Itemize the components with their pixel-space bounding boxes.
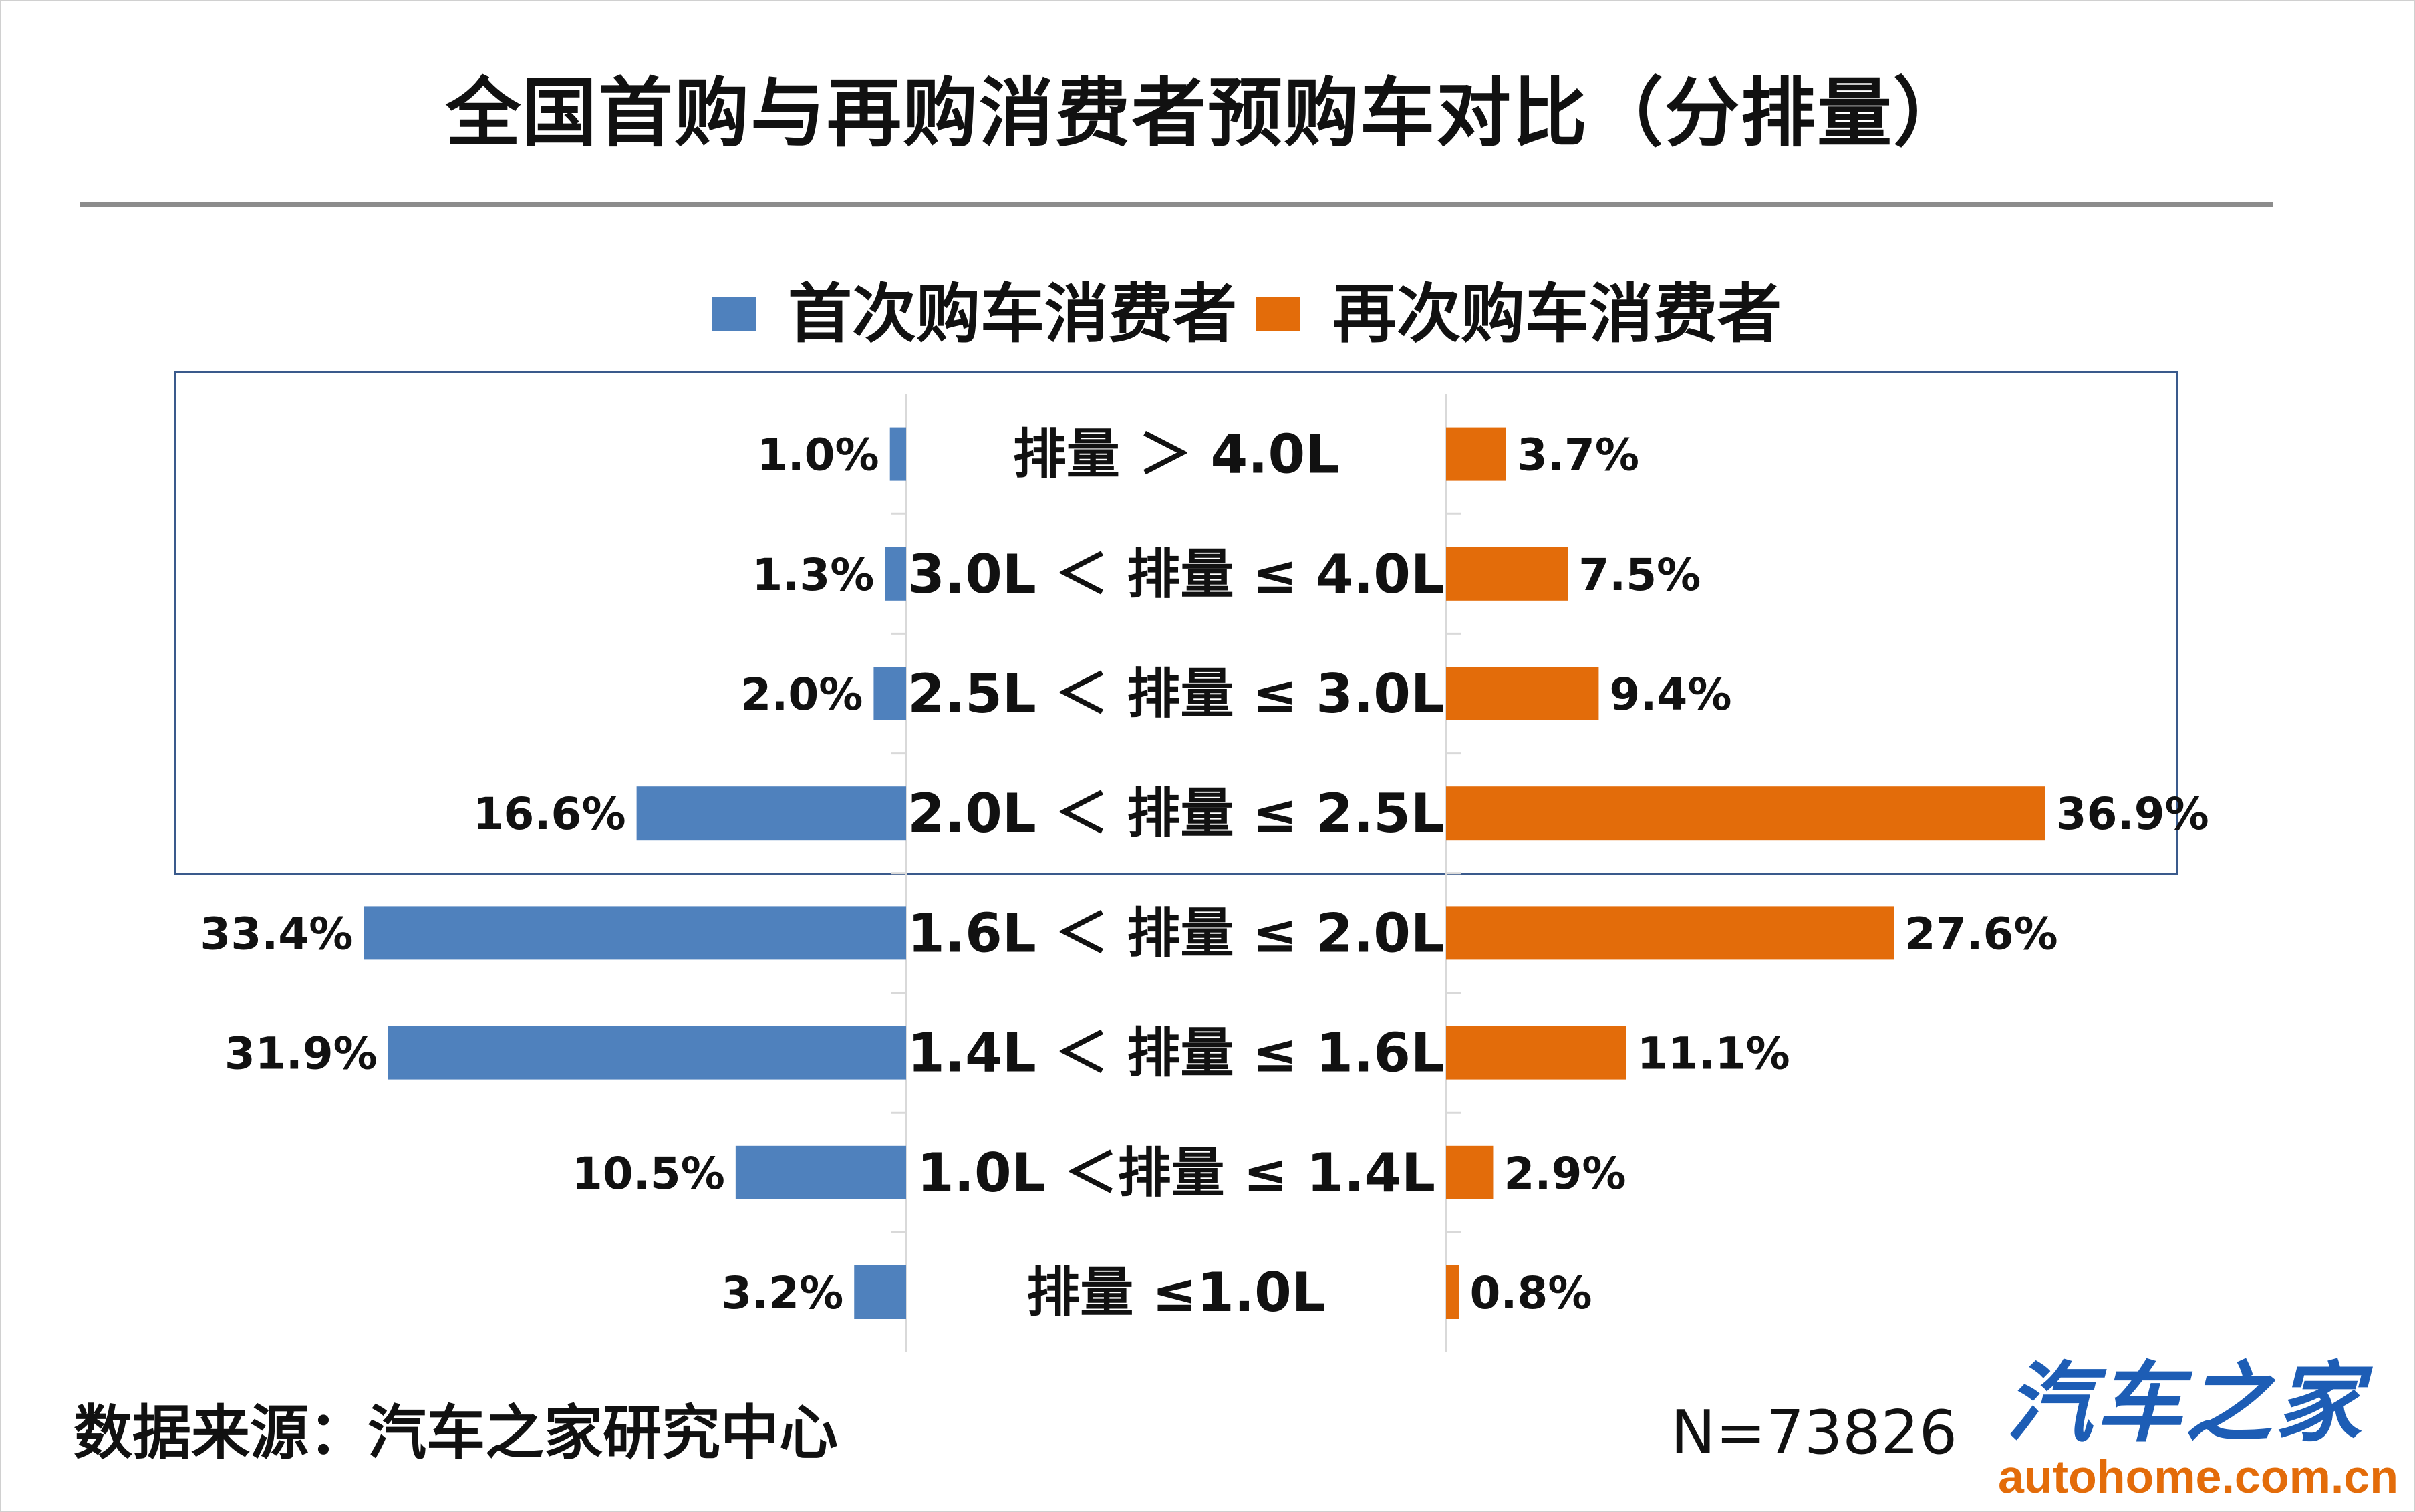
sample-size-note: N=73826: [1671, 1398, 1958, 1468]
bar-repurchase: [1446, 1026, 1626, 1080]
category-label: 1.4L ＜ 排量 ≤ 1.6L: [907, 1022, 1445, 1084]
brand-url: autohome.com.cn: [1998, 1451, 2398, 1503]
category-label: 排量 ＞ 4.0L: [1013, 424, 1339, 486]
category-label: 2.5L ＜ 排量 ≤ 3.0L: [907, 663, 1445, 725]
bar-repurchase: [1446, 667, 1599, 720]
data-label-repurchase: 27.6%: [1905, 908, 2058, 959]
bar-repurchase: [1446, 786, 2045, 841]
data-label-repurchase: 9.4%: [1609, 669, 1731, 720]
legend-swatch-first-purchase: [712, 297, 756, 331]
data-label-first-purchase: 2.0%: [740, 669, 863, 720]
data-label-first-purchase: 10.5%: [572, 1148, 725, 1199]
bar-repurchase: [1446, 906, 1894, 960]
data-label-repurchase: 36.9%: [2056, 788, 2209, 840]
data-label-repurchase: 3.7%: [1517, 430, 1639, 481]
category-label: 排量 ≤1.0L: [1026, 1261, 1326, 1324]
data-label-first-purchase: 1.0%: [757, 430, 879, 481]
legend-swatch-repurchase: [1256, 297, 1300, 331]
legend-label-repurchase: 再次购车消费者: [1332, 277, 1782, 351]
bar-first-purchase: [854, 1265, 906, 1319]
data-label-repurchase: 7.5%: [1578, 549, 1701, 601]
legend-item-repurchase: 再次购车消费者: [1256, 274, 1782, 354]
bar-repurchase: [1446, 547, 1568, 601]
data-label-repurchase: 0.8%: [1469, 1267, 1592, 1319]
highlight-box: [174, 371, 2178, 875]
bar-first-purchase: [885, 547, 906, 601]
data-label-repurchase: 11.1%: [1637, 1028, 1790, 1080]
bar-repurchase: [1446, 1265, 1459, 1319]
category-label: 3.0L ＜ 排量 ≤ 4.0L: [907, 543, 1445, 605]
data-label-first-purchase: 16.6%: [473, 788, 626, 840]
legend-item-first-purchase: 首次购车消费者: [712, 274, 1237, 354]
bar-repurchase: [1446, 427, 1506, 481]
brand-logo: 汽车之家 autohome.com.cn: [1998, 1352, 2398, 1503]
bar-first-purchase: [889, 427, 906, 481]
bar-first-purchase: [364, 906, 906, 960]
bar-repurchase: [1446, 1145, 1494, 1199]
data-label-first-purchase: 3.2%: [721, 1267, 843, 1319]
bar-first-purchase: [636, 786, 906, 841]
brand-name: 汽车之家: [2005, 1352, 2364, 1454]
chart-title: 全国首购与再购消费者预购车对比（分排量）: [446, 70, 1969, 157]
bar-first-purchase: [388, 1026, 906, 1080]
data-source-note: 数据来源：汽车之家研究中心: [74, 1398, 839, 1467]
data-label-first-purchase: 31.9%: [225, 1028, 378, 1080]
bar-first-purchase: [873, 667, 906, 720]
data-label-repurchase: 2.9%: [1504, 1148, 1626, 1199]
legend-label-first-purchase: 首次购车消费者: [788, 277, 1237, 351]
category-label: 1.0L ＜排量 ≤ 1.4L: [917, 1142, 1435, 1204]
category-label: 2.0L ＜ 排量 ≤ 2.5L: [907, 782, 1445, 845]
bar-first-purchase: [735, 1145, 906, 1199]
title-divider: [80, 202, 2273, 207]
data-label-first-purchase: 1.3%: [752, 549, 874, 601]
chart-legend: 首次购车消费者 再次购车消费者: [0, 274, 2415, 354]
category-label: 1.6L ＜ 排量 ≤ 2.0L: [907, 902, 1445, 964]
data-label-first-purchase: 33.4%: [200, 908, 353, 959]
